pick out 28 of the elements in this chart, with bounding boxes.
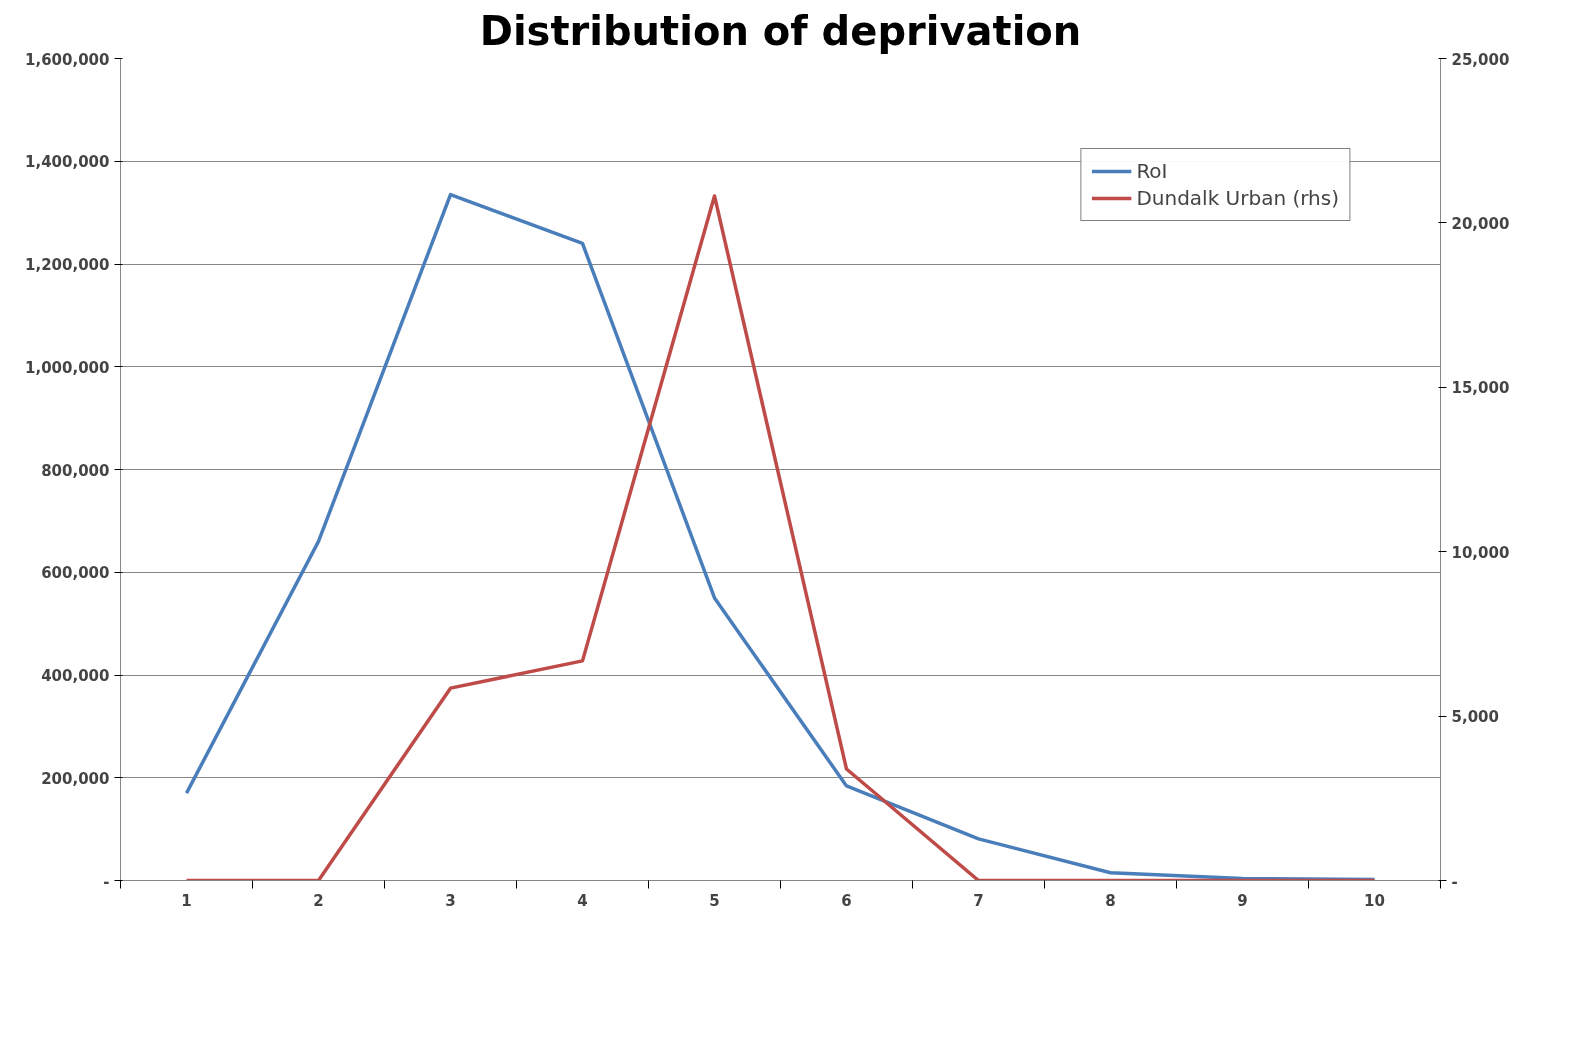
y2-tick-label: 15,000 xyxy=(1451,379,1510,398)
y-tick-label: 600,000 xyxy=(41,564,110,583)
x-tick-label: 10 xyxy=(1364,891,1385,910)
chart-title: Distribution of deprivation xyxy=(479,7,1082,54)
y2-tick-label: 20,000 xyxy=(1451,214,1510,233)
x-tick-label: 4 xyxy=(577,891,588,910)
x-tick-label: 2 xyxy=(313,891,324,910)
legend-label: Dundalk Urban (rhs) xyxy=(1136,186,1339,210)
y2-tick-label: 25,000 xyxy=(1451,50,1510,69)
x-tick-label: 3 xyxy=(445,891,456,910)
y-tick-label: 1,200,000 xyxy=(25,256,110,274)
y-tick-label: 800,000 xyxy=(41,461,110,480)
y-tick-label: - xyxy=(103,872,110,891)
y2-tick-label: 5,000 xyxy=(1451,708,1499,727)
y-tick-label: 200,000 xyxy=(41,769,110,788)
y2-tick-label: 10,000 xyxy=(1451,543,1510,562)
y2-tick-label: - xyxy=(1451,872,1458,891)
y-tick-label: 400,000 xyxy=(41,667,110,685)
y-tick-label: 1,600,000 xyxy=(25,50,110,69)
legend-label: RoI xyxy=(1136,159,1168,183)
x-tick-label: 1 xyxy=(181,891,192,910)
x-tick-label: 7 xyxy=(973,891,984,910)
y-tick-label: 1,000,000 xyxy=(25,358,110,377)
x-tick-label: 8 xyxy=(1105,891,1116,910)
x-tick-label: 5 xyxy=(709,891,720,910)
y-tick-label: 1,400,000 xyxy=(25,153,110,172)
x-tick-label: 6 xyxy=(841,891,852,910)
x-tick-label: 9 xyxy=(1237,891,1248,910)
